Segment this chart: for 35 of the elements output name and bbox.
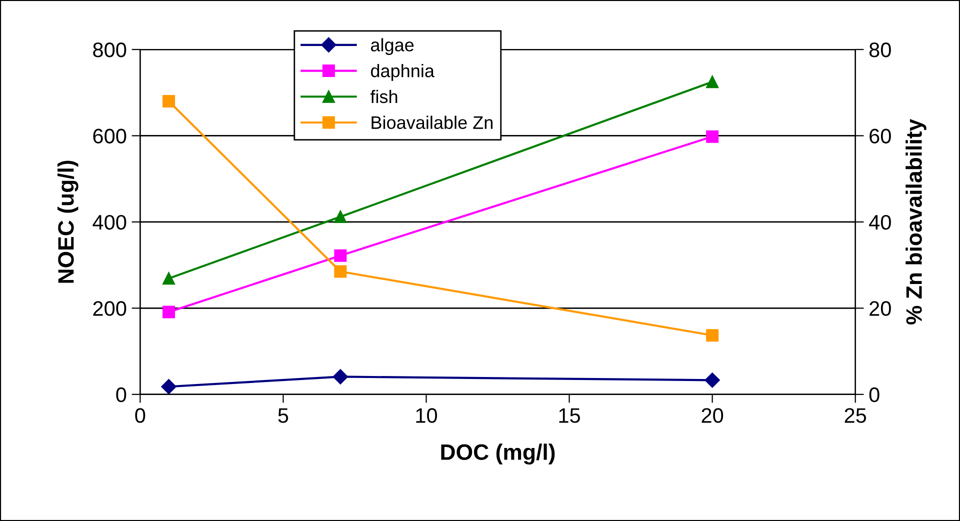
point	[334, 210, 347, 224]
legend-label: Bioavailable Zn	[372, 116, 492, 129]
y2-tick-label: 20	[870, 301, 891, 316]
point	[706, 76, 719, 88]
point	[334, 249, 347, 262]
y2-tick-label: 80	[869, 42, 891, 58]
x-tick-label: 15	[559, 408, 580, 423]
y-tick-label: 600	[93, 128, 126, 144]
y-tick-label: 0	[116, 387, 126, 402]
x-axis-title: DOC (mg/l)	[441, 444, 555, 464]
y2-tick-label: 60	[870, 128, 891, 144]
point	[162, 94, 176, 108]
y2-axis-title: % Zn bioavailability	[906, 118, 926, 324]
point	[332, 369, 348, 384]
x-tick-label: 25	[844, 408, 866, 423]
point	[334, 265, 347, 278]
y2-tick-label: 0	[869, 387, 880, 402]
point	[162, 272, 176, 285]
legend-label: algae	[370, 38, 414, 55]
point	[704, 372, 720, 388]
legend-label: fish	[370, 90, 398, 104]
point	[706, 130, 719, 143]
y-axis-title: NOEC (ug/l)	[58, 160, 78, 283]
x-tick-label: 20	[702, 408, 724, 423]
point	[161, 379, 176, 394]
y2-tick-label: 40	[869, 214, 891, 230]
y-tick-label: 200	[93, 301, 126, 316]
point	[162, 306, 176, 318]
x-tick-label: 0	[135, 408, 146, 423]
x-tick-label: 5	[278, 408, 288, 423]
y-tick-label: 800	[93, 42, 126, 58]
legend-label: daphnia	[370, 64, 434, 81]
point	[706, 329, 719, 342]
x-tick-label: 10	[416, 408, 438, 423]
y-tick-label: 400	[92, 214, 126, 230]
